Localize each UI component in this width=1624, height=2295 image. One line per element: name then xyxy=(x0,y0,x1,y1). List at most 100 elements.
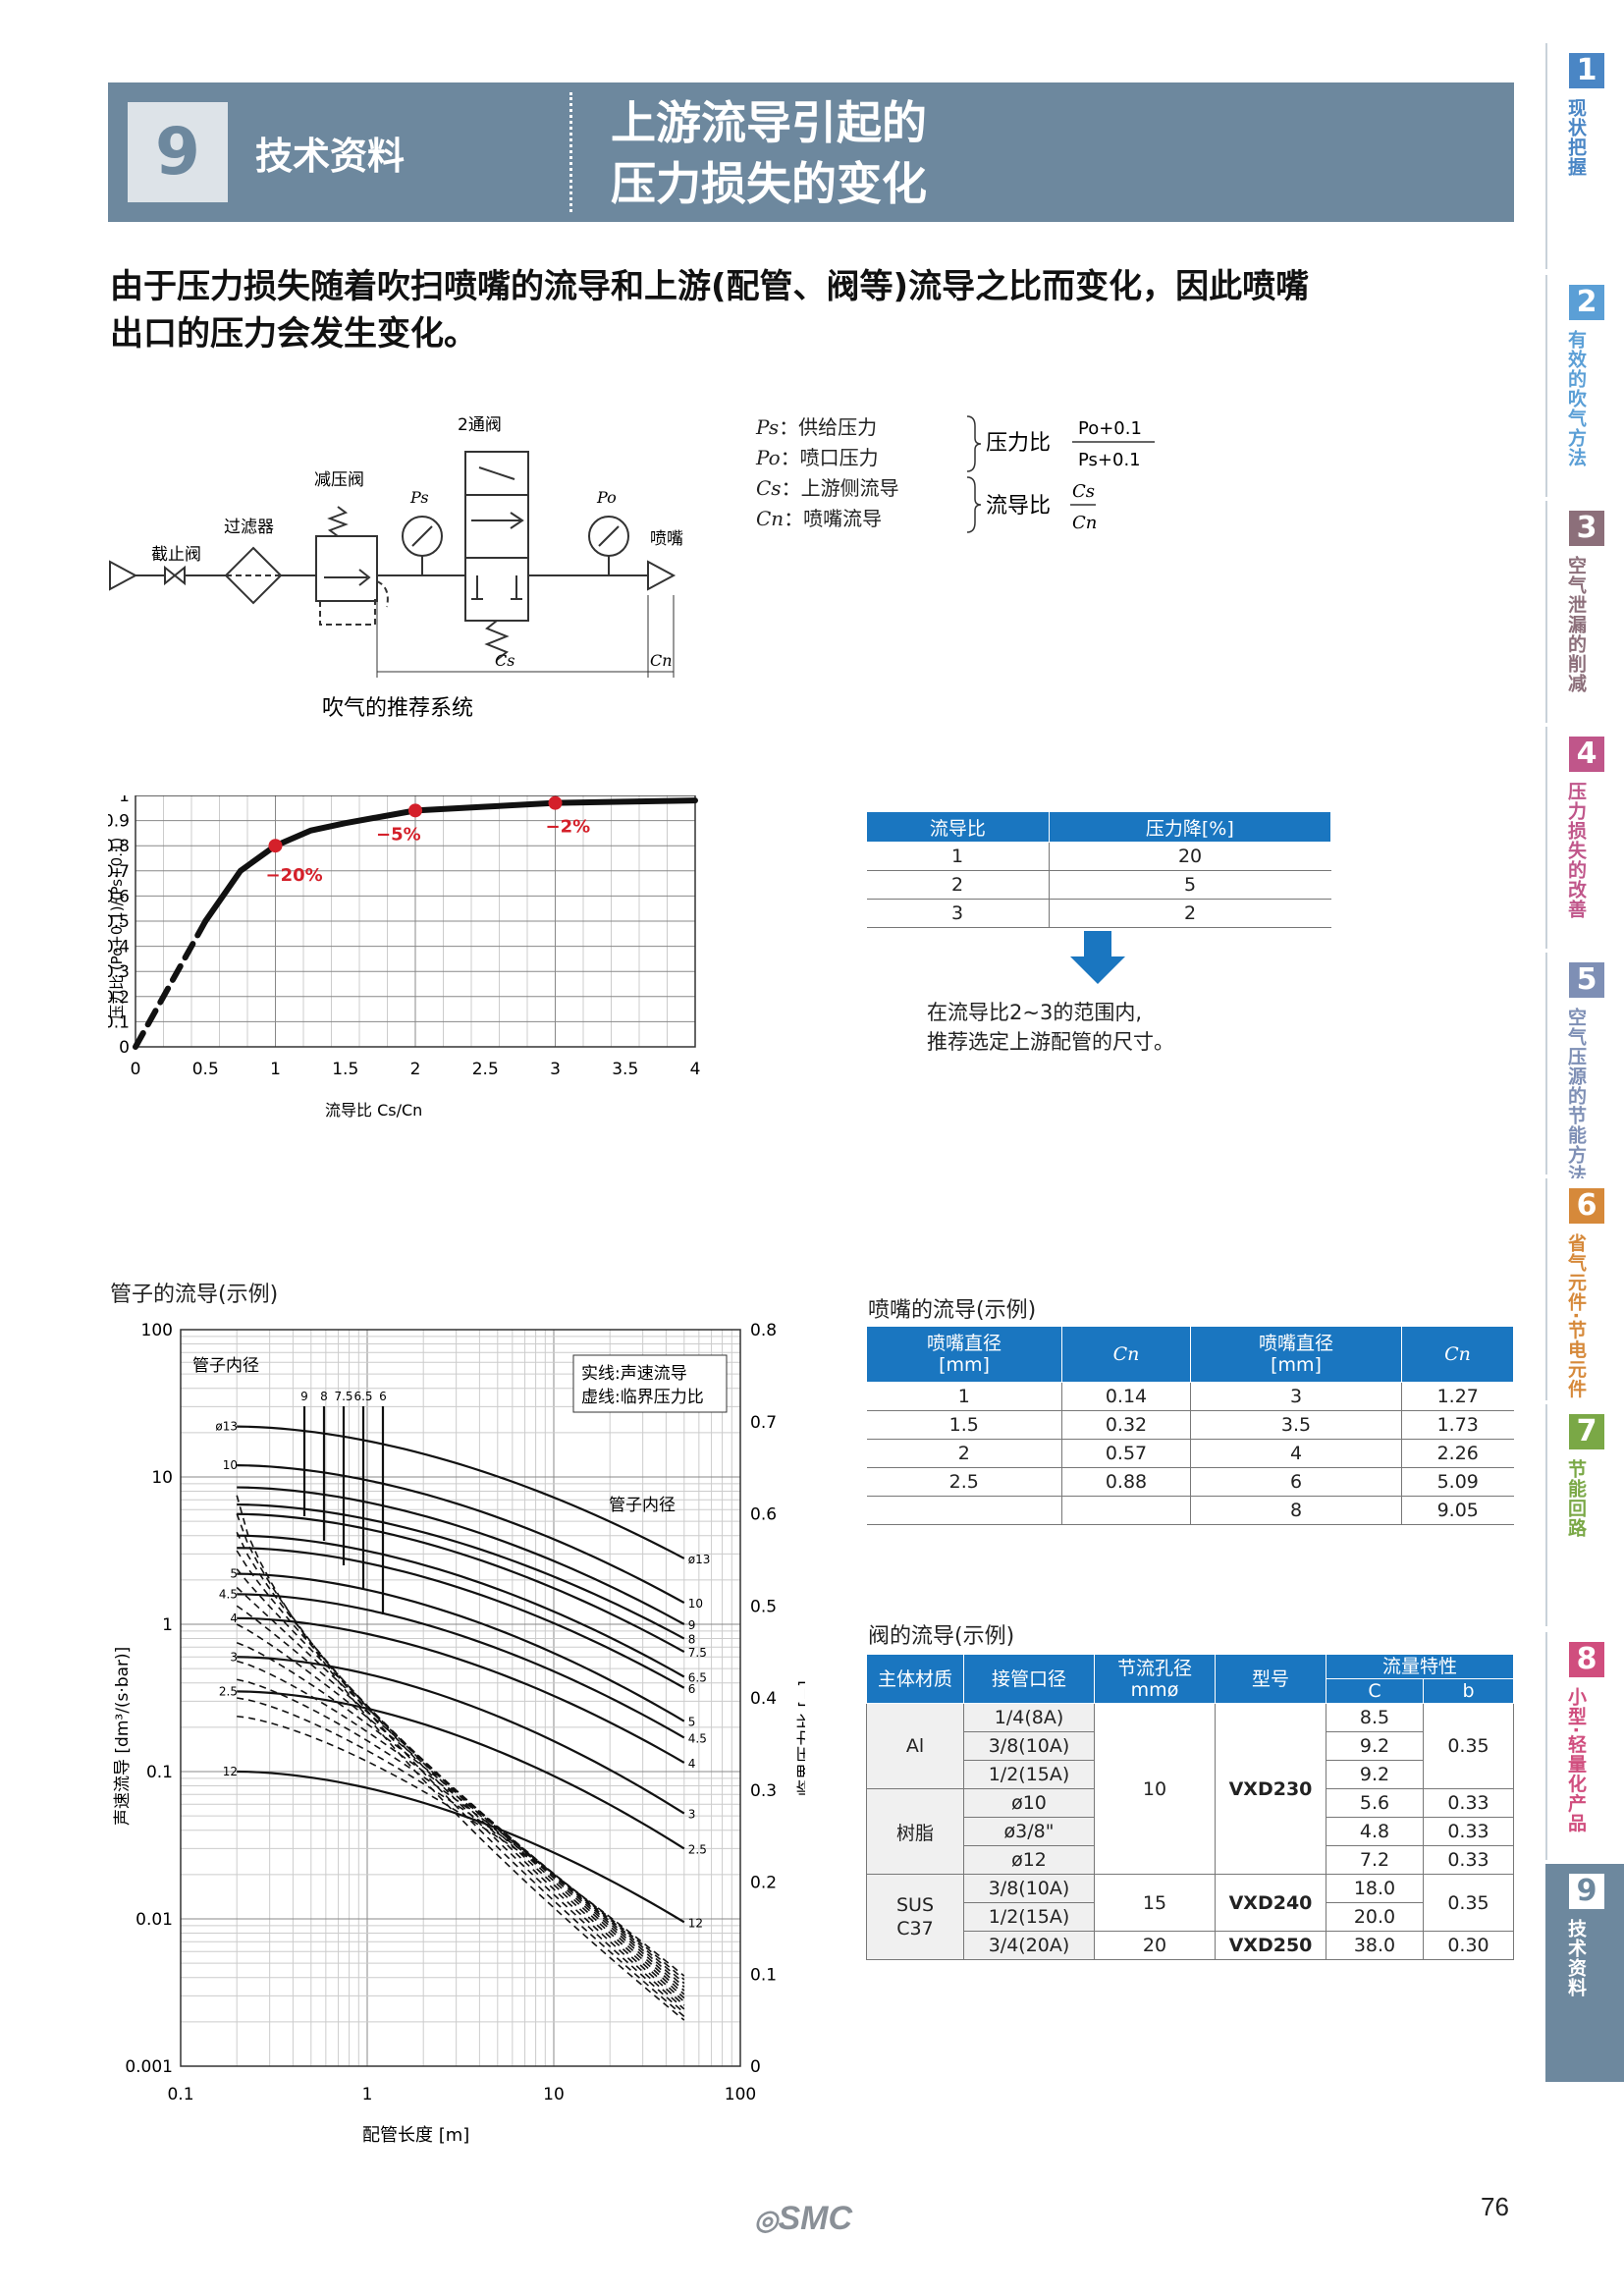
port-cell: 1/4(8A) xyxy=(963,1703,1095,1732)
table-cell: 9.05 xyxy=(1401,1496,1514,1525)
data-point-label: −5% xyxy=(376,824,421,845)
page-title-line2: 压力损失的变化 xyxy=(611,157,927,210)
y-axis-label: 声速流导 [dm³/(s·bar)] xyxy=(113,1647,133,1826)
y-tick-label: 1 xyxy=(119,795,130,806)
data-point xyxy=(408,803,422,818)
x-axis-label: 配管长度 [m] xyxy=(362,2125,469,2145)
curve-label: 4 xyxy=(688,1757,696,1771)
critical-ratio-curve xyxy=(236,1642,685,1992)
y-axis-label: 压力比 (Po+0.1)/(Ps+0.1) xyxy=(108,838,126,1019)
table-cell: 2.5 xyxy=(866,1467,1062,1497)
col-header: 喷嘴直径 [mm] xyxy=(866,1326,1062,1383)
col-header: 型号 xyxy=(1215,1654,1326,1704)
curve-label: 9 xyxy=(688,1618,696,1632)
pipe-chart-caption: 管子的流导(示例) xyxy=(110,1283,279,1307)
y-tick-label: 0.4 xyxy=(108,938,130,957)
side-tab-number: 1 xyxy=(1569,53,1604,88)
c-cell: 18.0 xyxy=(1326,1874,1424,1903)
plot-frame xyxy=(180,1329,741,2067)
curve-label: 2.5 xyxy=(688,1842,707,1856)
curve-label: 8 xyxy=(688,1633,696,1647)
table-header-row: 流导比 压力降[%] xyxy=(866,811,1332,843)
table-cell: 1.27 xyxy=(1401,1382,1514,1411)
filter-label: 过滤器 xyxy=(224,518,274,537)
side-tab-9[interactable]: 9 技术资料 xyxy=(1545,1864,1624,2082)
diameter-top-label: 7.5 xyxy=(334,1390,352,1403)
side-tab-label: 空气压源的节能方法 xyxy=(1565,1008,1587,1184)
data-point-label: −20% xyxy=(266,865,323,886)
table-cell xyxy=(866,1496,1062,1525)
y-tick-label: 0.001 xyxy=(125,2057,173,2077)
valve-label: 2通阀 xyxy=(458,415,502,435)
side-tab-label: 压力损失的改善 xyxy=(1565,782,1587,919)
table-row: 树脂 ø10 5.6 0.33 xyxy=(866,1788,1514,1875)
b-cell: 0.33 xyxy=(1423,1845,1514,1875)
conductance-curve xyxy=(237,1690,685,1850)
y-right-tick-label: 0.7 xyxy=(750,1413,777,1433)
b-cell: 0.30 xyxy=(1423,1931,1514,1960)
side-tab-6[interactable]: 6 省气元件·节电元件 xyxy=(1545,1178,1624,1400)
side-tab-2[interactable]: 2 有效的吹气方法 xyxy=(1545,275,1624,497)
y-right-tick-label: 0.6 xyxy=(750,1505,777,1525)
table-cell: 2 xyxy=(1048,899,1331,928)
port-cell: 3/4(20A) xyxy=(963,1931,1095,1960)
nozzle-table-caption: 喷嘴的流导(示例) xyxy=(868,1298,1037,1323)
table-row: ø12 7.2 0.33 xyxy=(867,1845,1514,1875)
y-tick-label: 100 xyxy=(141,1321,173,1340)
model-cell: VXD230 xyxy=(1215,1703,1326,1875)
y-right-tick-label: 0.1 xyxy=(750,1965,777,1985)
table-row: 1 20 xyxy=(866,842,1331,871)
y-right-tick-label: 0.4 xyxy=(750,1689,777,1709)
y-right-tick-label: 0.2 xyxy=(750,1874,777,1893)
pressure-ratio-num: Po+0.1 xyxy=(1078,418,1142,439)
x-tick-label: 2.5 xyxy=(472,1060,499,1079)
table-cell: 3 xyxy=(866,899,1050,928)
x-tick-label: 0.5 xyxy=(192,1060,219,1079)
side-tab-5[interactable]: 5 空气压源的节能方法 xyxy=(1545,953,1624,1184)
side-tab-3[interactable]: 3 空气泄漏的削减 xyxy=(1545,501,1624,723)
y-tick-label: 0.5 xyxy=(108,912,130,932)
material-cell: 树脂 xyxy=(866,1788,964,1875)
conductance-curve xyxy=(237,1486,685,1625)
curve-left-label: 2.5 xyxy=(219,1684,238,1698)
side-tab-number: 2 xyxy=(1569,285,1604,320)
critical-ratio-curve xyxy=(236,1660,685,1988)
legend-row: Po：喷口压力 xyxy=(756,446,879,469)
x-tick-label: 0.1 xyxy=(167,2085,193,2104)
c-cell: 9.2 xyxy=(1326,1731,1424,1761)
side-tab-7[interactable]: 7 节能回路 xyxy=(1545,1404,1624,1626)
y-tick-label: 0.8 xyxy=(108,837,130,856)
port-cell: 1/2(15A) xyxy=(963,1902,1095,1932)
table-row: 3/4(20A) 20 VXD250 38.0 0.30 xyxy=(867,1931,1514,1960)
side-tab-1[interactable]: 1 现状把握 xyxy=(1545,43,1624,269)
side-tab-8[interactable]: 8 小型·轻量化产品 xyxy=(1545,1632,1624,1860)
table-cell: 1 xyxy=(866,1382,1062,1411)
critical-ratio-curve xyxy=(236,1605,685,1999)
table-row: 2 0.57 4 2.26 xyxy=(866,1439,1514,1468)
curve-label: 3 xyxy=(688,1808,696,1822)
side-tab-label: 节能回路 xyxy=(1565,1459,1587,1538)
curve-left-label: 4.5 xyxy=(219,1587,238,1601)
conductance-curve xyxy=(237,1547,685,1689)
orifice-cell: 10 xyxy=(1094,1703,1216,1875)
side-tab-number: 5 xyxy=(1569,962,1604,998)
table-cell: 1.73 xyxy=(1401,1410,1514,1440)
table-cell: 0.57 xyxy=(1061,1439,1191,1468)
ps-label: Ps xyxy=(409,488,429,507)
side-tab-number: 4 xyxy=(1569,737,1604,772)
port-cell: 3/8(10A) xyxy=(963,1874,1095,1903)
curve-label: 6 xyxy=(688,1682,696,1696)
x-tick-label: 100 xyxy=(725,2085,756,2104)
b-cell: 0.33 xyxy=(1423,1817,1514,1846)
curve-left-label: 4 xyxy=(230,1612,238,1625)
material-cell: SUS C37 xyxy=(866,1874,964,1960)
legend-row: Ps：供给压力 xyxy=(756,415,878,439)
col-header: Cn xyxy=(1061,1326,1191,1383)
port-cell: 3/8(10A) xyxy=(963,1731,1095,1761)
section-name: 技术资料 xyxy=(255,135,406,178)
table-cell xyxy=(1061,1496,1191,1525)
side-tab-4[interactable]: 4 压力损失的改善 xyxy=(1545,727,1624,949)
curve-label: 10 xyxy=(688,1597,703,1611)
annotation-inner-diameter-right: 管子内径 xyxy=(609,1496,676,1515)
